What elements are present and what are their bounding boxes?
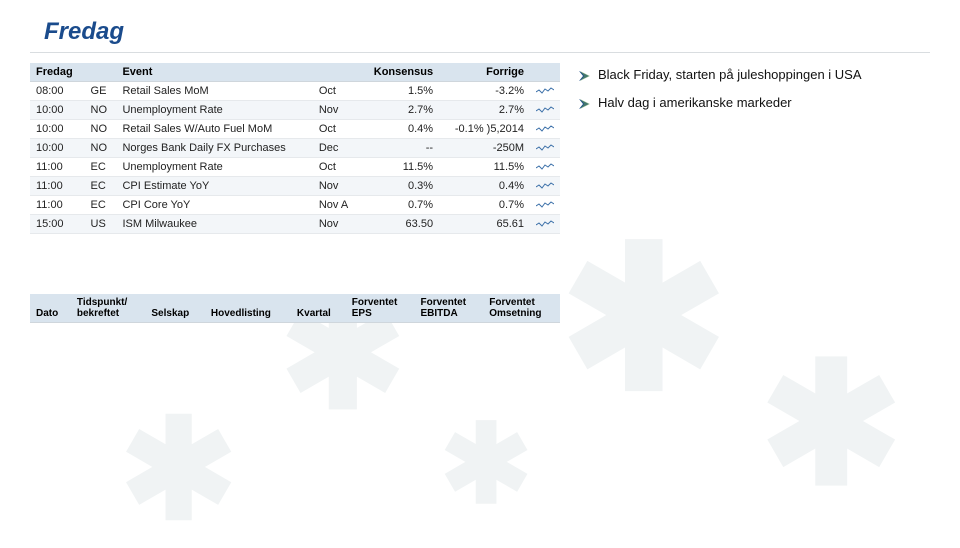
arrow-bullet-icon [578, 97, 590, 115]
cell-country: NO [85, 120, 117, 139]
cell-time: 10:00 [30, 120, 85, 139]
table-row: 10:00NONorges Bank Daily FX PurchasesDec… [30, 139, 560, 158]
cell-event: Unemployment Rate [116, 101, 312, 120]
cell-forrige: 2.7% [439, 101, 530, 120]
col-forrige: Forrige [439, 63, 530, 82]
bullet-item: Black Friday, starten på juleshoppingen … [578, 67, 930, 87]
cell-time: 11:00 [30, 177, 85, 196]
cell-forrige: 0.4% [439, 177, 530, 196]
col-tidspunkt: Tidspunkt/bekreftet [71, 294, 146, 323]
cell-event: Retail Sales W/Auto Fuel MoM [116, 120, 312, 139]
cell-time: 10:00 [30, 101, 85, 120]
sparkline-icon [530, 177, 560, 196]
cell-period: Nov [313, 215, 359, 234]
sparkline-icon [530, 139, 560, 158]
sparkline-icon [530, 101, 560, 120]
sparkline-icon [530, 158, 560, 177]
sparkline-icon [530, 82, 560, 101]
cell-forrige: -250M [439, 139, 530, 158]
cell-period: Nov A [313, 196, 359, 215]
cell-event: Norges Bank Daily FX Purchases [116, 139, 312, 158]
cell-konsensus: 2.7% [359, 101, 439, 120]
cell-forrige: -3.2% [439, 82, 530, 101]
cell-country: NO [85, 139, 117, 158]
cell-time: 15:00 [30, 215, 85, 234]
cell-country: EC [85, 196, 117, 215]
page-title: Fredag [44, 18, 930, 46]
cell-konsensus: -- [359, 139, 439, 158]
table-row: 10:00NOUnemployment RateNov2.7%2.7% [30, 101, 560, 120]
cell-event: CPI Core YoY [116, 196, 312, 215]
col-period [313, 63, 359, 82]
col-event: Event [116, 63, 312, 82]
cell-country: NO [85, 101, 117, 120]
table-row: 15:00USISM MilwaukeeNov63.5065.61 [30, 215, 560, 234]
table-row: 08:00GERetail Sales MoMOct1.5%-3.2% [30, 82, 560, 101]
col-konsensus: Konsensus [359, 63, 439, 82]
cell-country: GE [85, 82, 117, 101]
col-cc [85, 63, 117, 82]
table-row: 11:00ECUnemployment RateOct11.5%11.5% [30, 158, 560, 177]
table-row: 11:00ECCPI Estimate YoYNov0.3%0.4% [30, 177, 560, 196]
col-day: Fredag [30, 63, 85, 82]
cell-konsensus: 63.50 [359, 215, 439, 234]
col-hovedlisting: Hovedlisting [205, 294, 291, 323]
sparkline-icon [530, 196, 560, 215]
cell-period: Nov [313, 101, 359, 120]
cell-forrige: 65.61 [439, 215, 530, 234]
col-kvartal: Kvartal [291, 294, 346, 323]
cell-konsensus: 0.7% [359, 196, 439, 215]
col-omsetning: ForventetOmsetning [483, 294, 560, 323]
watermark: ✱ [120, 400, 237, 540]
col-ebitda: ForventetEBITDA [414, 294, 483, 323]
sparkline-icon [530, 215, 560, 234]
col-eps: ForventetEPS [346, 294, 415, 323]
watermark: ✱ [760, 340, 902, 510]
table-row: 10:00NORetail Sales W/Auto Fuel MoMOct0.… [30, 120, 560, 139]
cell-forrige: 0.7% [439, 196, 530, 215]
cell-period: Nov [313, 177, 359, 196]
cell-time: 11:00 [30, 196, 85, 215]
cell-time: 08:00 [30, 82, 85, 101]
cell-event: Unemployment Rate [116, 158, 312, 177]
cell-period: Dec [313, 139, 359, 158]
cell-country: EC [85, 158, 117, 177]
cell-time: 10:00 [30, 139, 85, 158]
cell-forrige: 11.5% [439, 158, 530, 177]
company-reports-table: Dato Tidspunkt/bekreftet Selskap Hovedli… [30, 294, 560, 323]
cell-country: EC [85, 177, 117, 196]
bullet-item: Halv dag i amerikanske markeder [578, 95, 930, 115]
bullet-text: Halv dag i amerikanske markeder [598, 95, 792, 110]
cell-period: Oct [313, 120, 359, 139]
table-row: 11:00ECCPI Core YoYNov A0.7%0.7% [30, 196, 560, 215]
cell-konsensus: 0.4% [359, 120, 439, 139]
cell-country: US [85, 215, 117, 234]
cell-konsensus: 1.5% [359, 82, 439, 101]
econ-events-table: Fredag Event Konsensus Forrige 08:00GERe… [30, 63, 560, 234]
cell-period: Oct [313, 158, 359, 177]
title-bar: Fredag [30, 14, 930, 53]
col-dato: Dato [30, 294, 71, 323]
bullet-text: Black Friday, starten på juleshoppingen … [598, 67, 862, 82]
cell-konsensus: 11.5% [359, 158, 439, 177]
col-spark [530, 63, 560, 82]
cell-event: Retail Sales MoM [116, 82, 312, 101]
cell-time: 11:00 [30, 158, 85, 177]
cell-konsensus: 0.3% [359, 177, 439, 196]
arrow-bullet-icon [578, 69, 590, 87]
col-selskap: Selskap [145, 294, 205, 323]
sparkline-icon [530, 120, 560, 139]
cell-event: CPI Estimate YoY [116, 177, 312, 196]
cell-forrige: -0.1% )5,2014 [439, 120, 530, 139]
watermark: ✱ [440, 410, 532, 520]
cell-event: ISM Milwaukee [116, 215, 312, 234]
cell-period: Oct [313, 82, 359, 101]
